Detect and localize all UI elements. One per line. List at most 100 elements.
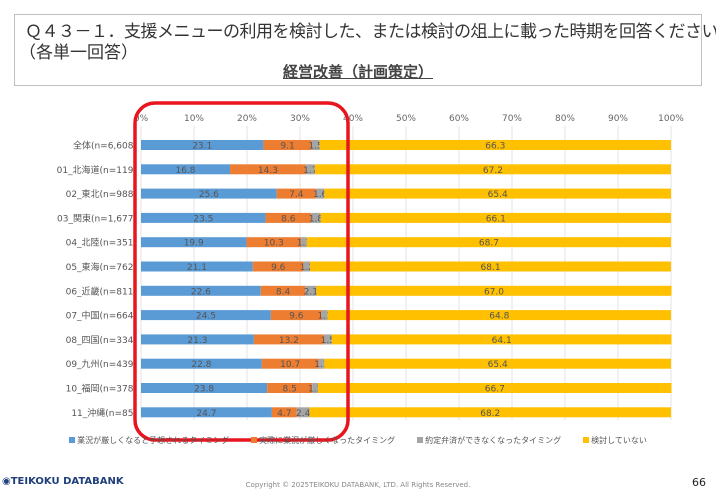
data-label: 1.5: [321, 336, 335, 346]
question-box: Ｑ４３－１．支援メニューの利用を検討した、または検討の俎上に載った時期を回答くだ…: [14, 14, 716, 86]
data-label: 67.2: [483, 166, 503, 176]
data-label: 22.6: [191, 287, 211, 297]
bar-segment: [324, 188, 671, 199]
chart-legend: 業況が厳しくなると予想されるタイミング 実際に業況が厳しくなったタイミング 約定弁済…: [0, 435, 716, 446]
data-label: 7.4: [289, 190, 304, 200]
category-label: 10_福岡(n=378): [66, 383, 137, 395]
data-label: 2.1: [304, 287, 318, 297]
teikoku-logo: ◉TEIKOKU DATABANK: [2, 476, 124, 487]
data-label: 13.2: [279, 336, 299, 346]
globe-icon: ◉: [2, 476, 11, 487]
data-label: 8.6: [281, 214, 296, 224]
bar-segment: [301, 237, 307, 248]
category-label: 02_東北(n=988): [66, 188, 137, 200]
data-label: 1.1: [317, 312, 331, 322]
bar-segment: [324, 358, 671, 369]
data-label: 1.8: [309, 214, 324, 224]
category-label: 03_関東(n=1,677): [57, 212, 137, 224]
data-label: 21.3: [187, 336, 207, 346]
x-tick-label: 30%: [290, 114, 310, 124]
data-label: 23.8: [194, 385, 214, 395]
bar-segment: [253, 334, 324, 345]
bar-segment: [314, 164, 671, 175]
bar-segment: [316, 285, 672, 296]
bar-segment: [311, 212, 321, 223]
x-tick-label: 90%: [608, 114, 628, 124]
bar-segment: [318, 383, 672, 393]
question-note: （各単一回答）: [19, 43, 138, 63]
data-label: 8.5: [283, 385, 297, 395]
bar-segment: [230, 164, 306, 175]
data-label: 1.1: [297, 239, 311, 249]
data-label: 24.5: [196, 312, 216, 322]
data-label: 14.3: [258, 166, 278, 176]
data-label: 22.8: [191, 360, 211, 370]
bar-segment: [296, 407, 310, 418]
bar-segment: [310, 261, 671, 272]
data-label: 25.6: [199, 190, 219, 200]
x-tick-label: 10%: [184, 114, 204, 124]
data-label: 64.8: [489, 312, 509, 322]
data-label: 66.1: [486, 214, 506, 224]
x-tick-label: 0%: [134, 114, 149, 124]
bar-segment: [141, 383, 268, 393]
legend-label: 実際に業況が厳しくなったタイミング: [259, 436, 396, 445]
data-label: 1.1: [308, 385, 322, 395]
data-label: 65.4: [488, 190, 508, 200]
bar-segment: [141, 358, 262, 369]
x-tick-label: 20%: [237, 114, 257, 124]
bar-segment: [252, 261, 304, 272]
bar-segment: [141, 237, 247, 248]
legend-item: 検討していない: [583, 435, 647, 446]
bar-segment: [141, 334, 254, 345]
x-tick-label: 80%: [555, 114, 575, 124]
legend-label: 業況が厳しくなると予想されるタイミング: [77, 436, 230, 445]
data-label: 68.7: [479, 239, 499, 249]
legend-label: 約定弁済ができなくなったタイミング: [425, 436, 562, 445]
legend-item: 約定弁済ができなくなったタイミング: [417, 435, 561, 446]
legend-swatch: [583, 437, 590, 443]
legend-item: 実際に業況が厳しくなったタイミング: [251, 435, 395, 446]
bar-segment: [270, 310, 322, 321]
page-number: 66: [692, 476, 706, 489]
bar-segment: [141, 164, 231, 175]
data-label: 68.1: [481, 263, 501, 273]
bar-segment: [321, 310, 328, 321]
bar-segment: [305, 164, 315, 175]
bar-segment: [265, 212, 312, 223]
x-tick-label: 50%: [396, 114, 416, 124]
data-label: 1.1: [314, 360, 328, 370]
data-label: 67.0: [484, 287, 504, 297]
copyright: Copyright © 2025TEIKOKU DATABANK, LTD. A…: [245, 481, 471, 489]
data-label: 68.2: [480, 409, 500, 419]
legend-swatch: [251, 437, 258, 443]
data-label: 19.9: [184, 239, 204, 249]
bar-segment: [141, 407, 272, 418]
bar-segment: [331, 334, 672, 345]
data-label: 16.8: [175, 166, 195, 176]
data-label: 4.7: [277, 409, 291, 419]
data-label: 2.4: [296, 409, 311, 419]
bar-segment: [141, 188, 277, 199]
x-tick-label: 70%: [502, 114, 522, 124]
category-label: 04_北陸(n=351): [66, 237, 137, 249]
legend-label: 検討していない: [591, 436, 647, 445]
highlight-box: [133, 101, 350, 442]
legend-swatch: [417, 437, 424, 443]
bar-segment: [263, 140, 312, 150]
category-label: 01_北海道(n=119): [57, 164, 137, 176]
bar-segment: [246, 237, 302, 248]
data-label: 66.3: [485, 142, 505, 152]
category-label: 06_近畿(n=811): [66, 285, 137, 297]
bar-segment: [319, 140, 671, 150]
bar-segment: [323, 334, 332, 345]
bar-segment: [261, 358, 319, 369]
data-label: 1.6: [313, 190, 328, 200]
data-label: 9.1: [280, 142, 294, 152]
question-text: Ｑ４３－１．支援メニューの利用を検討した、または検討の俎上に載った時期を回答くだ…: [25, 22, 716, 42]
data-label: 64.1: [492, 336, 512, 346]
bar-segment: [267, 383, 313, 393]
data-label: 1.5: [308, 142, 322, 152]
data-label: 23.1: [192, 142, 212, 152]
